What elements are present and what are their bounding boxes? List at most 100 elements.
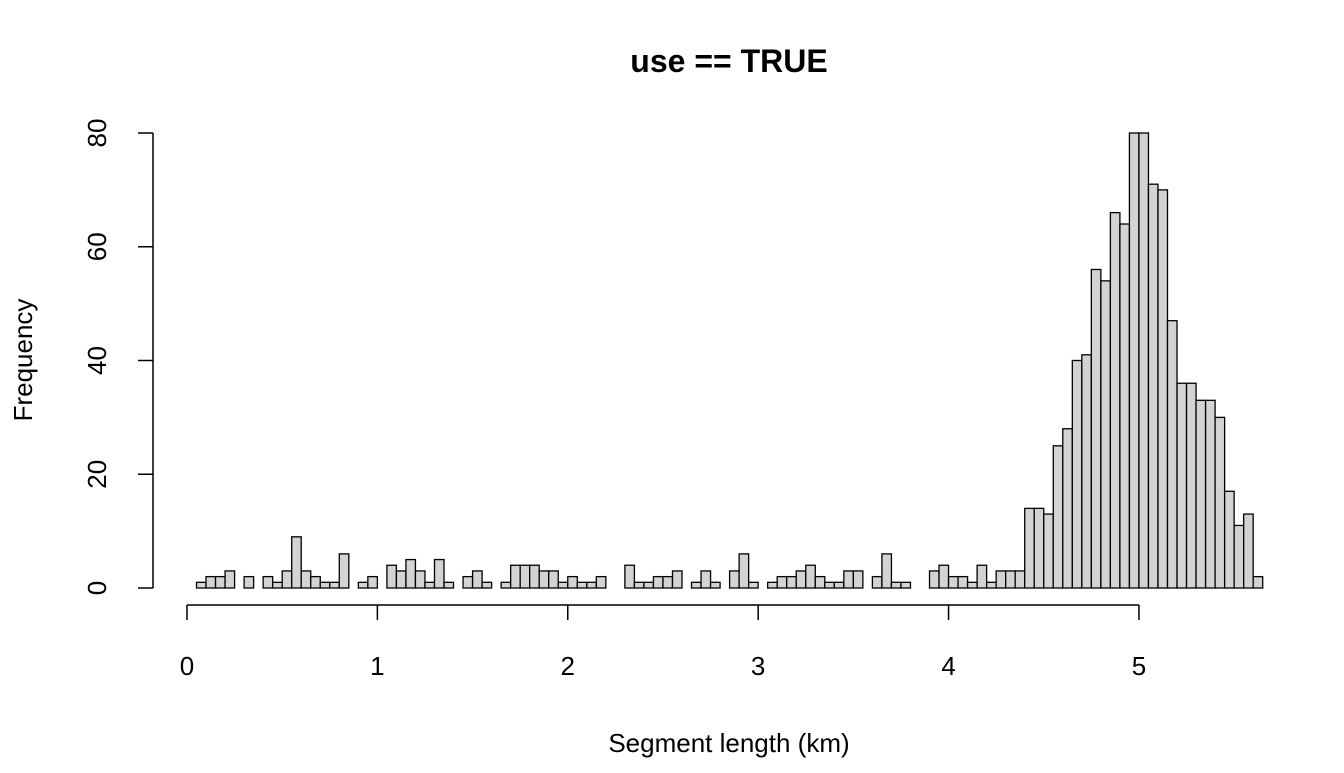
bar: [319, 581, 331, 589]
bar: [747, 581, 759, 589]
bar: [1233, 524, 1245, 589]
bar: [1157, 189, 1169, 589]
bar: [1195, 399, 1207, 589]
bar: [1090, 268, 1102, 589]
bar: [595, 575, 607, 589]
bar: [500, 581, 512, 589]
bar: [652, 575, 664, 589]
x-tick-label: 1: [370, 651, 384, 681]
bar: [576, 581, 588, 589]
bar: [462, 575, 474, 589]
bar: [985, 581, 997, 589]
bar: [767, 581, 778, 589]
bar: [976, 564, 988, 589]
bar: [738, 553, 750, 589]
bar: [519, 564, 531, 589]
bar: [633, 581, 645, 589]
y-tick-label: 80: [82, 119, 112, 148]
bar: [814, 575, 826, 589]
bar: [529, 564, 540, 589]
bar: [424, 581, 436, 589]
bar: [300, 570, 312, 589]
x-axis-label: Segment length (km): [608, 728, 849, 758]
bar: [852, 570, 864, 589]
bar: [995, 570, 1007, 589]
bar: [471, 570, 483, 589]
x-tick-label: 0: [180, 651, 194, 681]
bar: [1062, 428, 1073, 589]
bar: [367, 575, 379, 589]
bar: [338, 553, 350, 589]
bar: [871, 575, 883, 589]
bar: [1024, 507, 1035, 589]
bar: [795, 570, 807, 589]
bar: [624, 564, 636, 589]
bar: [890, 581, 902, 589]
bar: [481, 581, 493, 589]
bar: [1005, 570, 1016, 589]
bar: [1119, 223, 1131, 589]
bar: [690, 581, 702, 589]
bar: [671, 570, 683, 589]
bar: [538, 570, 550, 589]
bar: [700, 570, 712, 589]
bar: [357, 581, 369, 589]
bar: [433, 558, 445, 589]
bar: [386, 564, 398, 589]
bar: [548, 570, 559, 589]
bar: [728, 570, 740, 589]
bar: [900, 581, 912, 589]
bar: [1185, 382, 1197, 589]
bar: [281, 570, 293, 589]
y-tick-label: 0: [82, 581, 112, 595]
bar: [1147, 183, 1159, 589]
bar: [843, 570, 855, 589]
bar: [1081, 354, 1092, 589]
bar: [786, 575, 797, 589]
bar: [1204, 399, 1216, 589]
bar: [966, 581, 978, 589]
bar: [1252, 575, 1264, 589]
bar: [947, 575, 959, 589]
bar: [881, 553, 893, 589]
bar: [643, 581, 655, 589]
bar: [262, 575, 274, 589]
bar: [567, 575, 578, 589]
bar: [957, 575, 969, 589]
bar: [586, 581, 597, 589]
bar: [662, 575, 674, 589]
bar: [214, 575, 226, 589]
y-axis-label: Frequency: [8, 299, 38, 422]
bar: [928, 570, 940, 589]
bar: [1014, 570, 1026, 589]
bar: [1128, 132, 1140, 589]
bar: [243, 575, 255, 589]
y-tick-label: 60: [82, 232, 112, 261]
bar: [195, 581, 207, 589]
bar: [805, 564, 816, 589]
bar: [329, 581, 340, 589]
x-tick-label: 3: [751, 651, 765, 681]
bar: [776, 575, 788, 589]
bar: [1071, 359, 1083, 589]
bar: [557, 581, 569, 589]
bar: [272, 581, 283, 589]
y-tick-label: 20: [82, 460, 112, 489]
bar: [1138, 132, 1150, 589]
bar: [405, 558, 417, 589]
bar: [824, 581, 835, 589]
bar: [709, 581, 721, 589]
bar: [1109, 211, 1121, 589]
bar: [509, 564, 521, 589]
bar: [833, 581, 845, 589]
bar: [1052, 445, 1064, 589]
bar: [443, 581, 455, 589]
bar: [224, 570, 236, 589]
y-tick-label: 40: [82, 346, 112, 375]
bar: [205, 575, 217, 589]
bar: [1223, 490, 1235, 589]
x-tick-label: 2: [561, 651, 575, 681]
x-tick-label: 5: [1132, 651, 1146, 681]
bar: [1100, 280, 1112, 589]
